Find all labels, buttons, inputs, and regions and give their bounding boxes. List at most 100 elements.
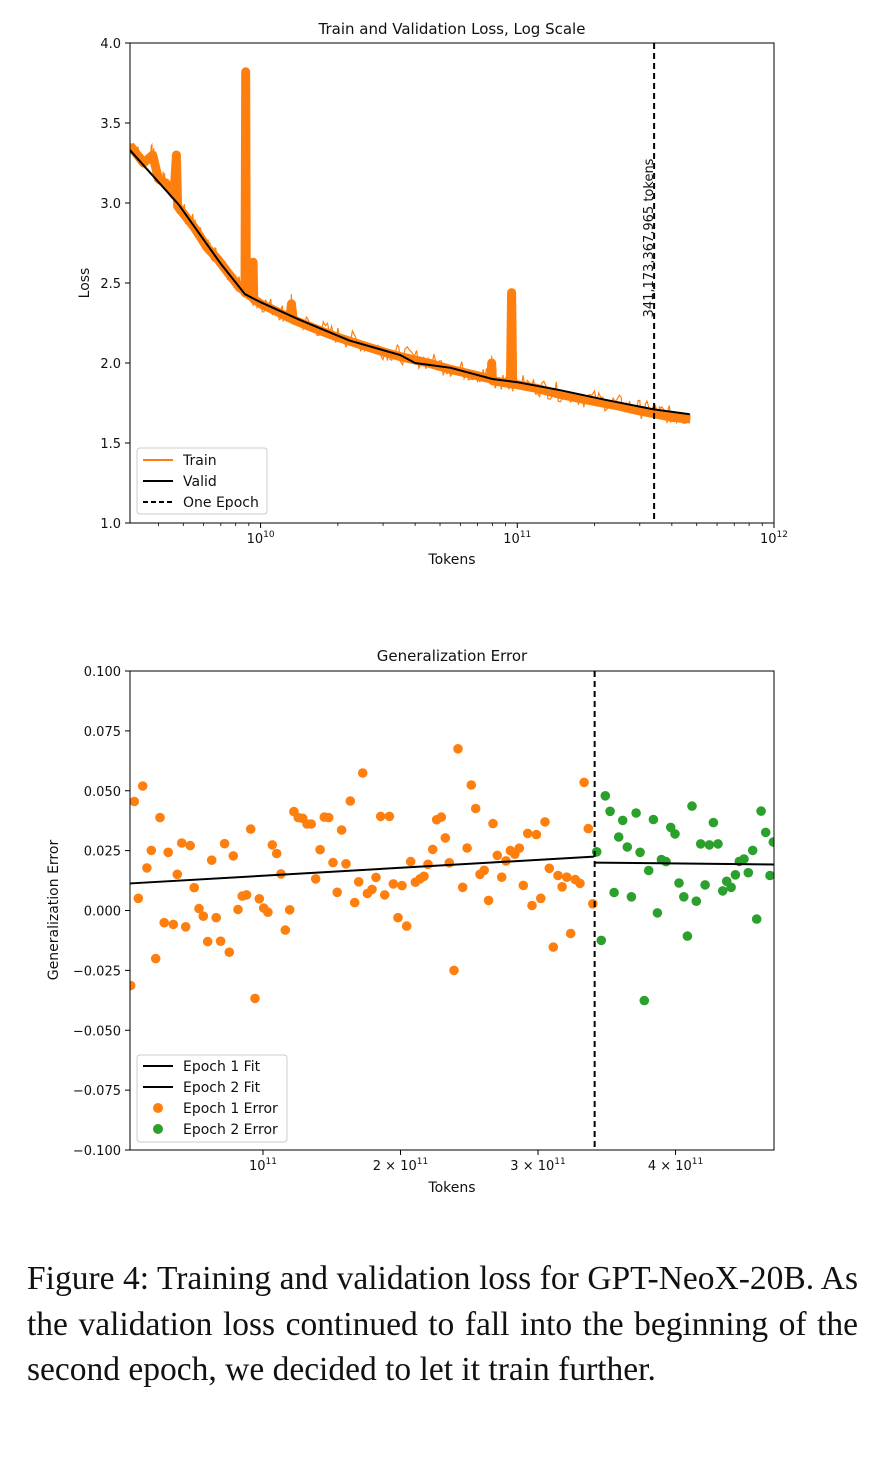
epoch1-error-point: [457, 882, 468, 893]
epoch2-error-point: [605, 806, 615, 817]
legend-valid: Valid: [183, 474, 217, 490]
epoch2-error-point: [661, 856, 671, 867]
legend-epoch1-error: Epoch 1 Error: [183, 1101, 278, 1117]
epoch1-error-point: [518, 880, 529, 891]
epoch1-error-point: [583, 823, 594, 834]
legend-epoch2-marker: [153, 1124, 163, 1134]
epoch2-error-point: [600, 791, 611, 801]
y-tick-label: −0.075: [73, 1084, 121, 1099]
epoch1-error-point: [349, 897, 360, 908]
epoch2-error-point: [682, 931, 693, 941]
plot-frame: [129, 42, 775, 524]
epoch1-error-point: [548, 942, 559, 952]
epoch1-error-point: [345, 796, 356, 806]
epoch2-error-point: [756, 806, 766, 816]
x-tick-label: 3 × 1011: [510, 1157, 565, 1174]
epoch2-error-point: [622, 842, 633, 852]
x-tick-exponent: 10: [263, 530, 275, 540]
loss-legend: Train Valid One Epoch: [136, 447, 268, 515]
legend-train: Train: [182, 453, 217, 469]
epoch1-error-point: [540, 817, 550, 827]
x-tick-exponent: 12: [777, 530, 788, 540]
one-epoch-annotation: 341,173,367,965 tokens: [642, 158, 657, 317]
epoch1-fit-line: [129, 855, 595, 885]
y-tick-label: −0.025: [73, 964, 121, 979]
epoch1-error-point: [185, 840, 195, 851]
epoch1-error-point: [536, 893, 546, 904]
legend-epoch1-marker: [153, 1103, 163, 1113]
epoch2-error-point: [626, 892, 637, 902]
x-tick-exponent: 11: [692, 1157, 703, 1167]
epoch2-error-point: [695, 839, 706, 849]
epoch2-error-point: [751, 914, 762, 924]
epoch1-error-point: [483, 895, 494, 906]
epoch1-error-point: [336, 825, 347, 835]
legend-one-epoch: One Epoch: [183, 495, 259, 511]
epoch1-error-point: [202, 936, 213, 947]
y-tick-label: 3.5: [100, 117, 121, 132]
epoch1-error-point: [388, 879, 399, 889]
epoch1-error-point: [544, 863, 555, 874]
epoch2-error-point: [726, 882, 736, 893]
epoch1-error-point: [462, 843, 472, 853]
epoch2-error-point: [743, 867, 754, 878]
legend-epoch2-fit: Epoch 2 Fit: [183, 1080, 261, 1096]
x-tick-base: 4 × 10: [648, 1159, 692, 1174]
epoch1-error-point: [371, 872, 381, 883]
epoch1-error-point: [176, 838, 187, 848]
y-tick-label: 0.100: [84, 665, 121, 680]
epoch1-error-point: [189, 882, 199, 893]
epoch1-error-point: [470, 803, 481, 814]
epoch1-error-point: [531, 829, 542, 840]
epoch1-error-point: [384, 811, 395, 822]
epoch1-error-point: [557, 882, 567, 892]
epoch1-error-point: [168, 919, 179, 930]
x-tick-exponent: 11: [554, 1157, 565, 1167]
x-tick-base: 3 × 10: [510, 1159, 554, 1174]
epoch1-error-point: [357, 768, 368, 778]
gen-chart-xlabel: Tokens: [427, 1180, 475, 1196]
epoch1-error-point: [250, 993, 260, 1004]
epoch2-error-point: [670, 829, 680, 839]
epoch2-error-point: [648, 814, 659, 825]
epoch1-error-point: [211, 912, 221, 923]
epoch1-error-point: [575, 878, 585, 889]
epoch1-error-point: [527, 900, 537, 911]
epoch1-error-point: [172, 869, 183, 880]
figure-charts: Train and Validation Loss, Log Scale Tok…: [46, 20, 788, 1196]
epoch1-error-point: [367, 884, 377, 895]
epoch1-error-point: [479, 865, 490, 876]
plot-frame: [129, 670, 775, 1151]
epoch2-error-point: [674, 878, 684, 888]
epoch1-error-point: [588, 899, 598, 909]
gen-chart-ylabel: Generalization Error: [46, 840, 62, 981]
epoch2-error-point: [747, 845, 758, 856]
y-tick-label: 1.5: [100, 437, 121, 452]
epoch1-error-point: [353, 877, 364, 887]
y-tick-label: 2.0: [100, 357, 121, 372]
epoch2-error-point: [691, 896, 702, 906]
epoch1-error-point: [130, 980, 136, 991]
y-tick-label: 1.0: [100, 517, 121, 532]
x-tick-label: 4 × 1011: [648, 1157, 703, 1174]
epoch2-error-point: [700, 880, 710, 890]
epoch2-error-point: [760, 827, 771, 838]
epoch1-error-point: [198, 911, 209, 921]
epoch1-error-point: [142, 863, 152, 873]
epoch1-error-point: [436, 812, 447, 822]
epoch1-error-point: [194, 903, 204, 914]
epoch1-error-point: [466, 780, 477, 790]
y-tick-label: −0.100: [73, 1144, 121, 1159]
epoch1-error-point: [137, 781, 148, 791]
epoch1-error-point: [233, 904, 243, 915]
epoch1-error-point: [328, 857, 338, 868]
epoch1-error-point: [565, 928, 576, 939]
epoch2-error-point: [679, 892, 689, 902]
x-tick-base: 10: [247, 532, 264, 547]
y-tick-label: 0.075: [84, 725, 121, 740]
loss-chart: Train and Validation Loss, Log Scale Tok…: [77, 20, 788, 568]
epoch1-error-point: [419, 871, 429, 882]
epoch1-error-point: [155, 812, 165, 823]
legend-epoch2-error: Epoch 2 Error: [183, 1122, 278, 1138]
epoch2-error-point: [687, 801, 697, 811]
